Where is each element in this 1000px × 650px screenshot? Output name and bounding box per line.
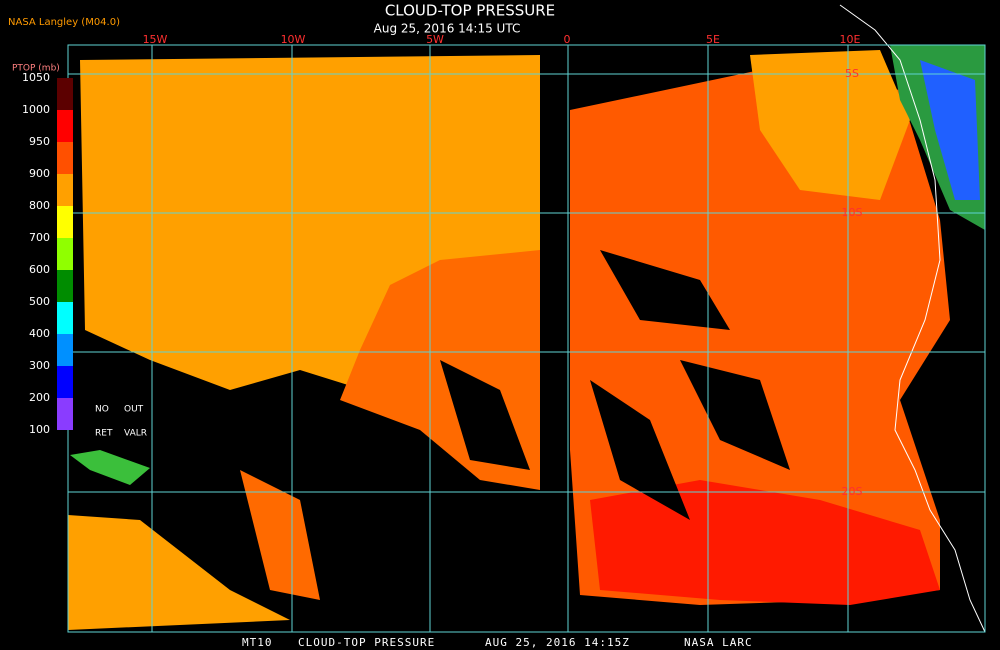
grid-labels: 15W 10W 5W 0 5E 10E 5S 10S 20S (143, 33, 863, 498)
cloud-green (70, 450, 150, 485)
legend-swatch (57, 142, 73, 174)
grid (67, 44, 986, 633)
footer: MT10 CLOUD-TOP PRESSURE AUG 25, 2016 14:15… (242, 636, 753, 649)
legend-swatch (57, 270, 73, 302)
lon-label: 15W (143, 33, 168, 46)
cloud-orange (68, 515, 290, 630)
legend-note: RET (95, 429, 113, 439)
footer-text: CLOUD-TOP PRESSURE (298, 636, 435, 649)
legend-swatch (57, 174, 73, 206)
footer-text: AUG 25, 2016 14:15Z (485, 636, 630, 649)
cloud-orangered (240, 470, 320, 600)
lon-label: 0 (564, 33, 571, 46)
lon-label: 10E (840, 33, 861, 46)
legend-label: 100 (29, 423, 50, 436)
legend-swatch (57, 206, 73, 238)
lon-label: 5W (426, 33, 444, 46)
legend-swatch (57, 366, 73, 398)
clear-sky (440, 250, 790, 520)
legend: 1050 1000 950 900 800 700 600 500 400 300 200 100 NO… (22, 71, 147, 439)
legend-label: 500 (29, 295, 50, 308)
cloud-blue (920, 60, 980, 200)
lat-label: 10S (842, 206, 863, 219)
legend-note: VALR (124, 429, 147, 439)
footer-text: MT10 (242, 636, 273, 649)
legend-title: PTOP (mb) (12, 64, 60, 74)
subtitle: Aug 25, 2016 14:15 UTC (374, 22, 521, 36)
legend-label: 800 (29, 199, 50, 212)
legend-swatch (57, 110, 73, 142)
legend-label: 950 (29, 135, 50, 148)
legend-label: 900 (29, 167, 50, 180)
legend-label: 1050 (22, 71, 50, 84)
footer-text: NASA LARC (684, 636, 753, 649)
lon-label: 10W (281, 33, 306, 46)
legend-note: OUT (124, 405, 144, 415)
legend-swatch (57, 334, 73, 366)
cloud-orange (750, 50, 910, 200)
source-label: NASA Langley (M04.0) (8, 17, 120, 28)
legend-label: 600 (29, 263, 50, 276)
legend-label: 200 (29, 391, 50, 404)
legend-label: 700 (29, 231, 50, 244)
coastline (839, 4, 986, 633)
data-gap (540, 45, 568, 490)
legend-label: 1000 (22, 103, 50, 116)
title: CLOUD-TOP PRESSURE (385, 2, 555, 20)
legend-label: 400 (29, 327, 50, 340)
cloud-map (68, 4, 986, 633)
lon-label: 5E (706, 33, 720, 46)
legend-swatch (57, 302, 73, 334)
legend-note: NO (95, 405, 109, 415)
legend-swatch (57, 398, 73, 430)
legend-label: 300 (29, 359, 50, 372)
lat-label: 20S (842, 485, 863, 498)
lat-label: 5S (845, 67, 859, 80)
legend-swatch (57, 78, 73, 110)
legend-swatch (57, 238, 73, 270)
